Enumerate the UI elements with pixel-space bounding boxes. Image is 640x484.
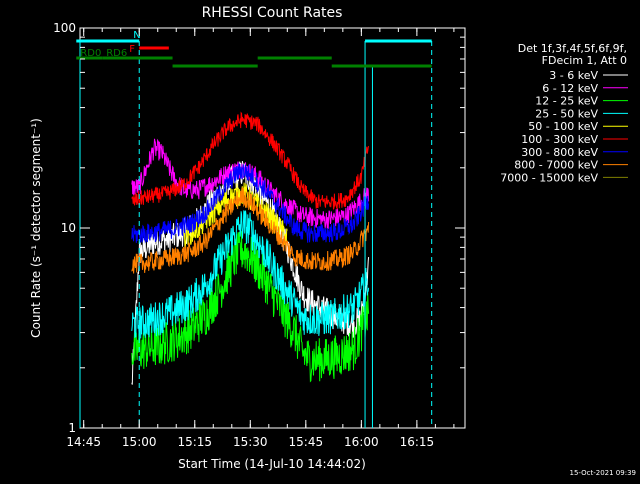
y-tick-label: 10 — [61, 221, 76, 235]
series-line — [131, 187, 370, 274]
legend-entry-label: 25 - 50 keV — [535, 107, 598, 120]
legend: Det 1f,3f,4f,5f,6f,9f,FDecim 1, Att 0 3 -… — [500, 42, 628, 184]
series-layer — [131, 111, 370, 385]
legend-entry-label: 7000 - 15000 keV — [500, 171, 598, 184]
flag-label: F — [129, 44, 135, 55]
series-line — [131, 163, 370, 243]
legend-entry-label: 800 - 7000 keV — [514, 159, 598, 172]
flag-label: RD6 — [106, 48, 127, 59]
legend-entry-label: 300 - 800 keV — [521, 146, 598, 159]
legend-entry-label: 100 - 300 keV — [521, 133, 598, 146]
legend-entry-label: 3 - 6 keV — [549, 69, 598, 82]
footer-timestamp: 15-Oct-2021 09:39 — [570, 469, 636, 477]
legend-header-line: FDecim 1, Att 0 — [542, 54, 627, 67]
flag-label: RD0 — [80, 48, 101, 59]
x-tick-label: 15:00 — [122, 435, 157, 449]
x-tick-label: 15:45 — [289, 435, 324, 449]
legend-entry-label: 6 - 12 keV — [542, 82, 598, 95]
y-tick-label: 1 — [68, 421, 76, 435]
legend-entry-label: 12 - 25 keV — [535, 95, 598, 108]
x-tick-label: 16:15 — [400, 435, 435, 449]
series-line — [131, 111, 370, 210]
x-tick-label: 16:00 — [344, 435, 379, 449]
series-line — [131, 210, 370, 341]
flag-label: N — [133, 30, 140, 41]
legend-header-line: Det 1f,3f,4f,5f,6f,9f, — [518, 42, 627, 55]
series-line — [131, 231, 370, 383]
annotation-layer: NF RD0 RD6 — [76, 30, 433, 428]
chart-title: RHESSI Count Rates — [202, 5, 343, 21]
x-tick-label: 14:45 — [66, 435, 101, 449]
y-tick-label: 100 — [53, 21, 76, 35]
series-line — [131, 138, 370, 229]
x-axis-label: Start Time (14-Jul-10 14:44:02) — [178, 457, 366, 471]
series-line — [183, 182, 288, 249]
legend-entry-label: 50 - 100 keV — [528, 120, 598, 133]
axis-layer: 14:45 15:00 15:15 15:30 15:45 16:00 16:15 1 10 10… — [53, 21, 465, 449]
x-tick-label: 15:15 — [177, 435, 212, 449]
y-axis-label: Count Rate (s⁻¹ detector segment⁻¹) — [29, 118, 43, 338]
x-tick-label: 15:30 — [233, 435, 268, 449]
